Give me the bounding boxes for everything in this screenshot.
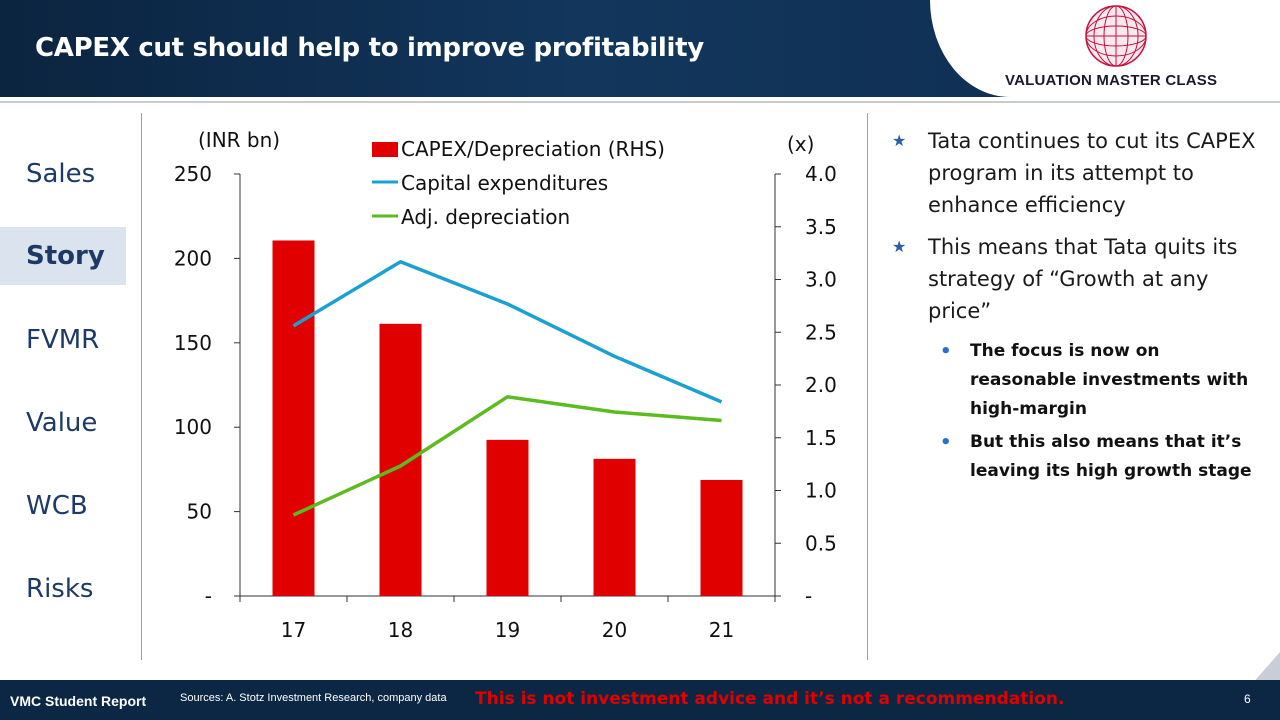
logo-text: VALUATION MASTER CLASS bbox=[1005, 72, 1218, 89]
left-tick-label: 150 bbox=[174, 331, 212, 355]
bullet-text: This means that Tata quits its strategy … bbox=[928, 235, 1238, 323]
left-tick-label: 50 bbox=[187, 500, 212, 524]
capex-chart: (INR bn) (x) - 50 100 150 200 250 - 0.5 1.0 1.5 2.… bbox=[174, 128, 837, 642]
chart-legend: CAPEX/Depreciation (RHS) Capital expendi… bbox=[372, 137, 665, 229]
nav-item-value[interactable]: Value bbox=[26, 408, 98, 438]
header-divider bbox=[0, 101, 1280, 103]
bullet-point: ★ This means that Tata quits its strateg… bbox=[890, 231, 1270, 327]
sub-bullet-point: • The focus is now on reasonable investm… bbox=[890, 337, 1270, 424]
bar-capex-depreciation-ratio bbox=[593, 458, 636, 596]
page-title: CAPEX cut should help to improve profita… bbox=[35, 33, 704, 63]
right-tick-label: 3.0 bbox=[805, 268, 837, 292]
left-axis-unit: (INR bn) bbox=[198, 128, 280, 152]
nav-divider bbox=[141, 113, 142, 660]
footer-report-label: VMC Student Report bbox=[10, 693, 147, 709]
right-tick-label: 1.5 bbox=[805, 426, 837, 450]
bullet-point: ★ Tata continues to cut its CAPEX progra… bbox=[890, 125, 1270, 221]
nav-item-fvmr[interactable]: FVMR bbox=[26, 325, 100, 355]
right-tick-label: 2.5 bbox=[805, 320, 837, 344]
footer-sources: Sources: A. Stotz Investment Research, c… bbox=[180, 692, 447, 704]
nav-item-wcb[interactable]: WCB bbox=[26, 491, 88, 521]
bar-capex-depreciation-ratio bbox=[486, 439, 529, 596]
left-tick-label: 100 bbox=[174, 415, 212, 439]
legend-label-ratio: CAPEX/Depreciation (RHS) bbox=[401, 137, 665, 161]
x-tick-label: 20 bbox=[602, 618, 627, 642]
globe-logo-icon bbox=[1085, 5, 1147, 67]
line-adj-depreciation bbox=[292, 395, 722, 517]
footer-bar: VMC Student Report Sources: A. Stotz Inv… bbox=[0, 680, 1280, 720]
right-tick-label: 1.0 bbox=[805, 479, 837, 503]
bar-capex-depreciation-ratio bbox=[379, 323, 422, 596]
x-tick-label: 18 bbox=[388, 618, 413, 642]
disclaimer-text: This is not investment advice and it’s n… bbox=[475, 689, 1065, 709]
x-tick-label: 19 bbox=[495, 618, 520, 642]
legend-label-capex: Capital expenditures bbox=[401, 171, 608, 195]
sub-bullet-text: But this also means that it’s leaving it… bbox=[970, 432, 1252, 481]
legend-label-depreciation: Adj. depreciation bbox=[401, 205, 570, 229]
page-number: 6 bbox=[1244, 692, 1251, 706]
right-axis-unit: (x) bbox=[787, 132, 814, 156]
commentary: ★ Tata continues to cut its CAPEX progra… bbox=[890, 125, 1270, 490]
sub-bullet-point: • But this also means that it’s leaving … bbox=[890, 428, 1270, 486]
content-divider bbox=[867, 113, 868, 660]
star-bullet-icon: ★ bbox=[892, 237, 907, 256]
x-tick-label: 17 bbox=[281, 618, 306, 642]
left-tick-label: - bbox=[205, 584, 212, 608]
bar-capex-depreciation-ratio bbox=[272, 240, 315, 596]
right-tick-label: 0.5 bbox=[805, 531, 837, 555]
right-tick-label: 4.0 bbox=[805, 162, 837, 186]
nav-item-sales[interactable]: Sales bbox=[26, 159, 96, 189]
x-tick-label: 21 bbox=[709, 618, 734, 642]
right-tick-label: 2.0 bbox=[805, 373, 837, 397]
left-tick-label: 250 bbox=[174, 162, 212, 186]
legend-swatch-bar bbox=[372, 142, 398, 157]
line-capital-expenditures bbox=[292, 260, 723, 404]
left-tick-label: 200 bbox=[174, 246, 212, 270]
right-tick-label: - bbox=[805, 584, 812, 608]
bullet-text: Tata continues to cut its CAPEX program … bbox=[928, 129, 1256, 217]
star-bullet-icon: ★ bbox=[892, 131, 907, 150]
dot-bullet-icon: • bbox=[940, 432, 952, 453]
nav-item-story[interactable]: Story bbox=[0, 227, 126, 285]
bar-capex-depreciation-ratio bbox=[700, 479, 743, 596]
right-tick-label: 3.5 bbox=[805, 215, 837, 239]
dot-bullet-icon: • bbox=[940, 341, 952, 362]
sub-bullet-text: The focus is now on reasonable investmen… bbox=[970, 341, 1249, 419]
nav-item-risks[interactable]: Risks bbox=[26, 574, 94, 604]
